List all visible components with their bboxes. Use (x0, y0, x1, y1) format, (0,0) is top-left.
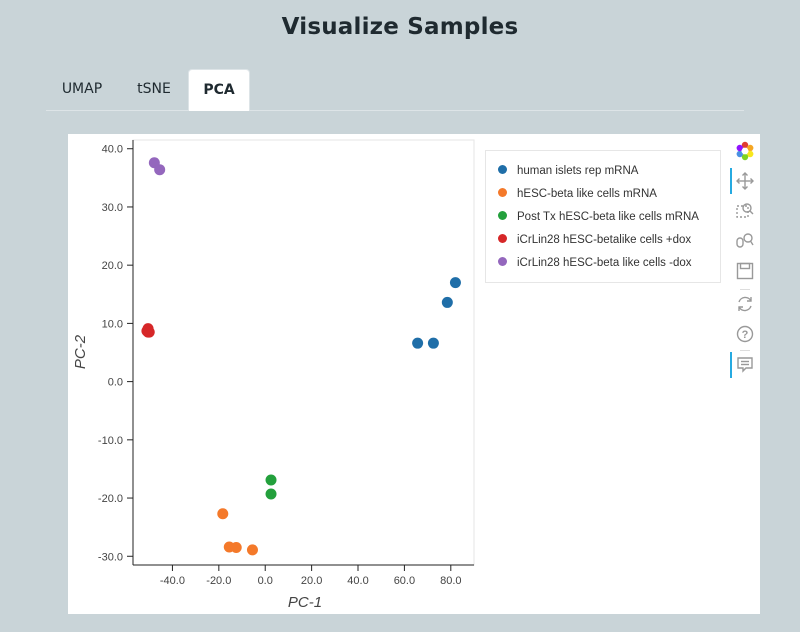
legend-label: iCrLin28 hESC-betalike cells +dox (517, 234, 692, 246)
save-icon[interactable] (734, 260, 756, 282)
tab-umap[interactable]: UMAP (61, 81, 103, 97)
legend-item[interactable]: iCrLin28 hESC-betalike cells +dox (498, 230, 691, 250)
scatter-point[interactable] (141, 325, 153, 337)
scatter-point[interactable] (449, 277, 461, 289)
y-tick-label: -10.0 (98, 435, 123, 447)
scatter-point[interactable] (217, 508, 229, 520)
x-tick-label: 0.0 (258, 575, 273, 587)
scatter-point[interactable] (427, 337, 439, 349)
y-axis-label: PC-2 (72, 334, 89, 369)
plot-frame (132, 139, 475, 566)
legend-item[interactable]: Post Tx hESC-beta like cells mRNA (498, 207, 699, 227)
help-icon[interactable]: ? (734, 323, 756, 345)
legend-label: hESC-beta like cells mRNA (517, 188, 657, 200)
legend-label: iCrLin28 hESC-beta like cells -dox (517, 257, 692, 269)
tab-tsne[interactable]: tSNE (137, 81, 171, 97)
x-tick-label: 60.0 (394, 575, 415, 587)
bokeh-logo-icon[interactable] (734, 140, 756, 162)
x-tick-label: 20.0 (301, 575, 322, 587)
scatter-point[interactable] (230, 542, 242, 554)
legend-marker (498, 165, 507, 175)
scatter-point[interactable] (441, 296, 453, 308)
y-tick-label: -30.0 (98, 551, 123, 563)
y-tick-label: 30.0 (102, 202, 123, 214)
scatter-point[interactable] (246, 544, 258, 556)
wheel-zoom-icon[interactable] (734, 230, 756, 252)
legend-label: human islets rep mRNA (517, 165, 639, 177)
tab-bar: UMAP tSNE PCA (46, 69, 744, 111)
scatter-point[interactable] (265, 488, 277, 500)
reset-icon[interactable] (734, 293, 756, 315)
legend-item[interactable]: iCrLin28 hESC-beta like cells -dox (498, 253, 692, 273)
y-tick-label: 0.0 (108, 377, 123, 389)
y-tick-label: 20.0 (102, 260, 123, 272)
x-tick-label: -20.0 (206, 575, 231, 587)
scatter-point[interactable] (265, 474, 277, 486)
legend-item[interactable]: human islets rep mRNA (498, 161, 638, 181)
y-tick-label: 40.0 (102, 144, 123, 156)
y-tick-label: -20.0 (98, 493, 123, 505)
pca-scatter-chart[interactable]: -40.0 -20.0 0.0 20.0 40.0 60.0 80.0 40.0 30.0 20… (68, 134, 478, 614)
scatter-point[interactable] (154, 164, 166, 176)
plot-panel: -40.0 -20.0 0.0 20.0 40.0 60.0 80.0 40.0 30.0 20… (68, 134, 760, 614)
tab-pca[interactable]: PCA (188, 69, 250, 111)
legend-marker (498, 257, 507, 267)
hover-icon[interactable] (730, 352, 756, 378)
box-zoom-icon[interactable] (734, 200, 756, 222)
page-title: Visualize Samples (281, 14, 519, 40)
x-axis-label: PC-1 (288, 594, 322, 611)
legend-marker (498, 188, 507, 198)
legend-item[interactable]: hESC-beta like cells mRNA (498, 184, 657, 204)
legend-marker (498, 234, 507, 244)
x-tick-label: -40.0 (160, 575, 185, 587)
legend-label: Post Tx hESC-beta like cells mRNA (517, 211, 699, 223)
scatter-point[interactable] (412, 337, 424, 349)
legend-marker (498, 211, 507, 221)
pan-icon[interactable] (730, 168, 756, 194)
y-tick-label: 10.0 (102, 318, 123, 330)
x-tick-label: 40.0 (347, 575, 368, 587)
plot-toolbar: ? (730, 138, 758, 388)
svg-text:?: ? (742, 329, 749, 341)
chart-legend: human islets rep mRNA hESC-beta like cel… (485, 150, 721, 283)
x-tick-label: 80.0 (440, 575, 461, 587)
